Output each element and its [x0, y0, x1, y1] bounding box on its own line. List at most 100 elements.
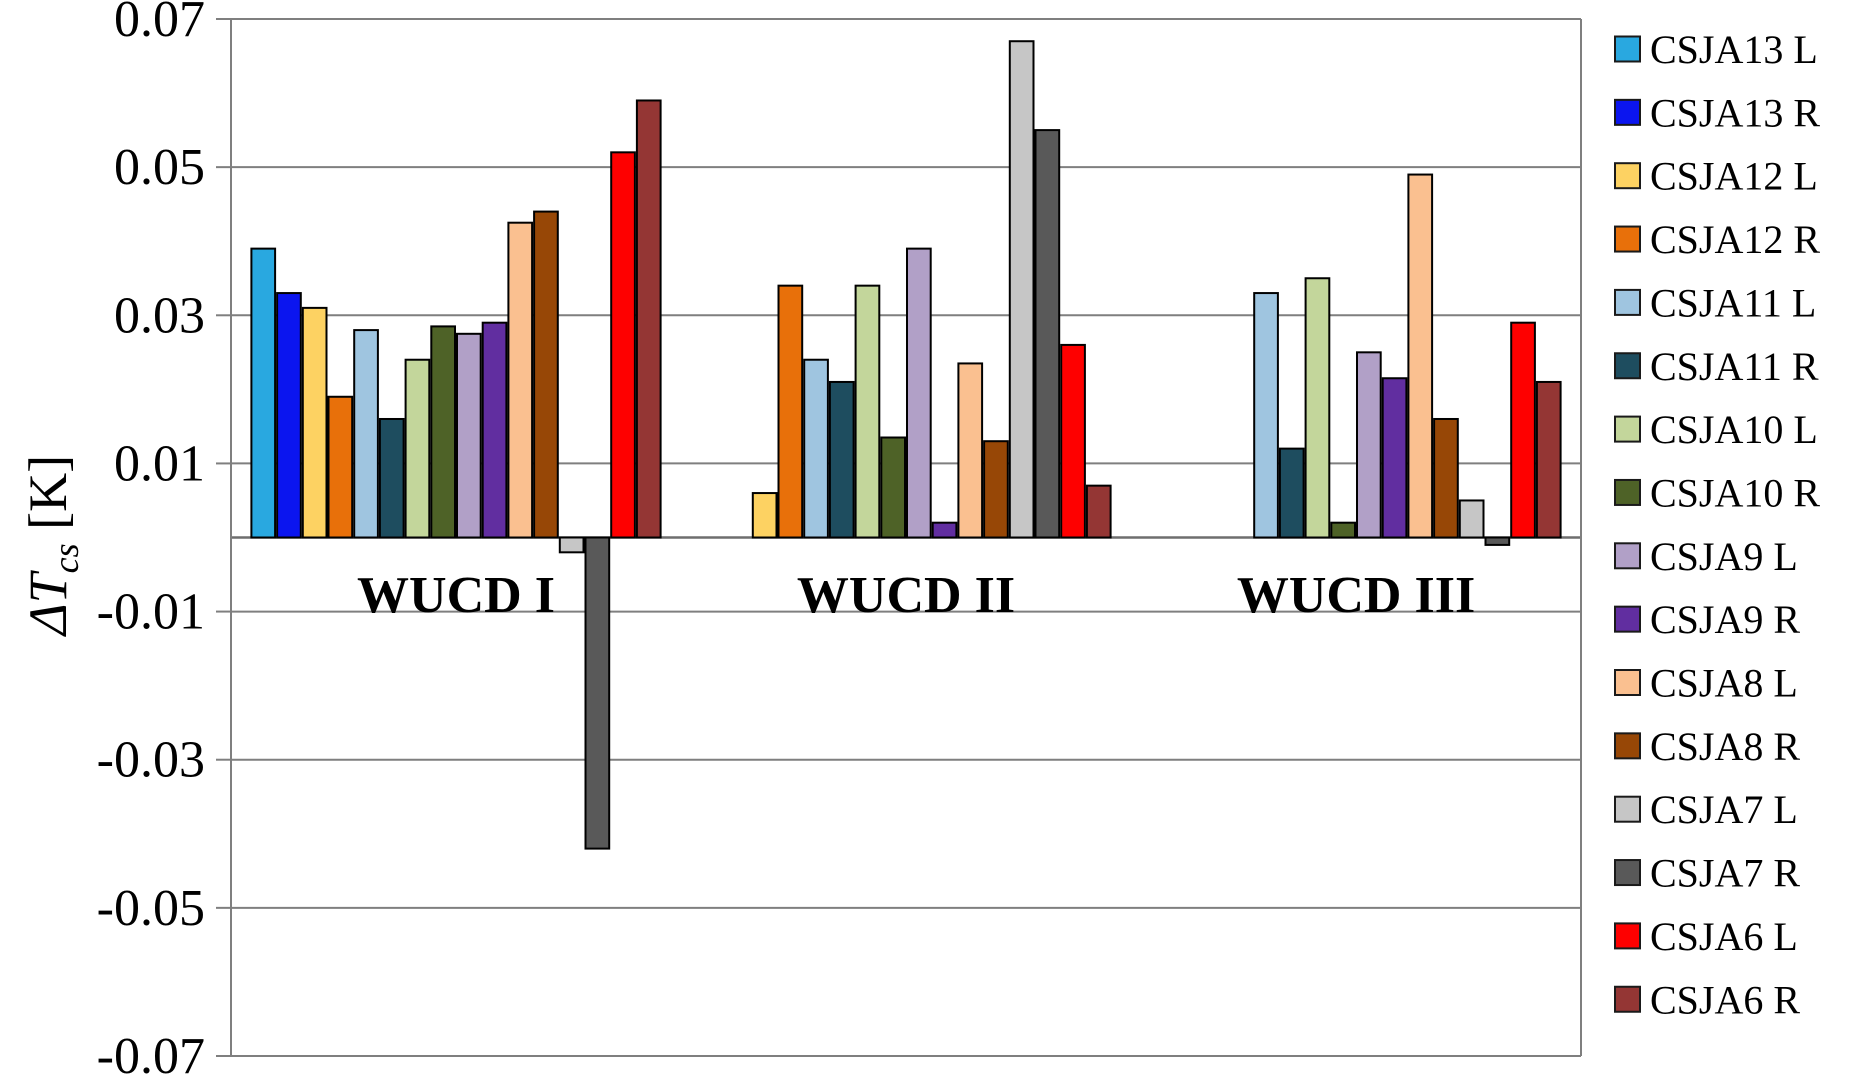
- legend-swatch-CSJA7-R: [1614, 859, 1641, 887]
- y-tick-label: -0.01: [97, 584, 205, 641]
- legend-item: CSJA10 R: [1614, 470, 1820, 515]
- bar-CSJA6-R-WUCD-III: [1535, 380, 1562, 539]
- bar-CSJA6-L-WUCD-II: [1060, 343, 1086, 539]
- legend-swatch-CSJA11-R: [1614, 352, 1641, 380]
- legend-item: CSJA11 L: [1614, 280, 1816, 325]
- legend-item: CSJA6 L: [1614, 914, 1798, 959]
- bar-CSJA7-L-WUCD-II: [1008, 40, 1035, 539]
- bar-CSJA11-R-WUCD-II: [828, 380, 855, 539]
- y-tick-label: 0.05: [114, 139, 205, 196]
- y-tick-label: 0.07: [114, 0, 205, 48]
- bar-CSJA7-R-WUCD-I: [584, 536, 611, 850]
- legend-label: CSJA8 L: [1650, 661, 1798, 706]
- bar-CSJA11-L-WUCD-I: [353, 329, 379, 539]
- legend-swatch-CSJA10-R: [1614, 478, 1641, 506]
- bar-CSJA12-R-WUCD-I: [327, 395, 354, 539]
- legend-label: CSJA10 L: [1650, 407, 1818, 452]
- legend-swatch-CSJA12-L: [1614, 162, 1641, 190]
- bar-CSJA12-R-WUCD-II: [777, 284, 804, 539]
- legend-label: CSJA10 R: [1650, 470, 1820, 515]
- legend-swatch-CSJA10-L: [1614, 415, 1641, 443]
- y-tick-label: -0.03: [97, 732, 205, 789]
- legend-item: CSJA6 R: [1614, 977, 1800, 1022]
- bar-CSJA8-R-WUCD-III: [1433, 417, 1459, 539]
- category-label-WUCD-III: WUCD III: [1237, 567, 1475, 624]
- legend-item: CSJA7 R: [1614, 851, 1800, 896]
- legend-label: CSJA9 L: [1650, 534, 1798, 579]
- legend-swatch-CSJA8-R: [1614, 732, 1641, 760]
- bar-CSJA8-R-WUCD-I: [533, 210, 559, 539]
- legend-item: CSJA11 R: [1614, 344, 1819, 389]
- legend-label: CSJA6 L: [1650, 914, 1798, 959]
- bar-CSJA6-R-WUCD-II: [1085, 484, 1112, 539]
- bar-CSJA7-L-WUCD-III: [1458, 499, 1485, 539]
- legend-item: CSJA8 R: [1614, 724, 1800, 769]
- legend-item: CSJA9 R: [1614, 597, 1800, 642]
- bar-CSJA9-L-WUCD-I: [456, 332, 482, 539]
- legend-item: CSJA13 L: [1614, 27, 1818, 72]
- y-tick-label: -0.05: [97, 880, 205, 937]
- bar-CSJA9-L-WUCD-III: [1356, 351, 1382, 539]
- bar-CSJA12-L-WUCD-II: [751, 492, 778, 539]
- bar-CSJA12-L-WUCD-I: [301, 306, 328, 539]
- bar-CSJA13-L-WUCD-I: [250, 247, 277, 539]
- bar-CSJA6-L-WUCD-III: [1510, 321, 1536, 539]
- bar-CSJA6-R-WUCD-I: [635, 99, 662, 539]
- bar-CSJA10-L-WUCD-III: [1304, 277, 1331, 539]
- bar-CSJA11-R-WUCD-III: [1278, 447, 1305, 539]
- legend-swatch-CSJA12-R: [1614, 225, 1641, 253]
- bar-CSJA10-R-WUCD-II: [880, 436, 906, 539]
- legend-label: CSJA9 R: [1650, 597, 1800, 642]
- bar-CSJA7-R-WUCD-II: [1034, 129, 1061, 539]
- category-label-WUCD-I: WUCD I: [357, 567, 555, 624]
- bar-CSJA10-R-WUCD-III: [1330, 521, 1357, 539]
- legend-label: CSJA11 R: [1650, 344, 1819, 389]
- bar-CSJA11-R-WUCD-I: [378, 417, 405, 539]
- bar-CSJA8-R-WUCD-II: [983, 440, 1009, 539]
- bar-CSJA8-L-WUCD-I: [507, 221, 534, 539]
- legend-swatch-CSJA7-L: [1614, 795, 1641, 823]
- bar-CSJA7-R-WUCD-III: [1484, 536, 1511, 546]
- legend-swatch-CSJA13-L: [1614, 35, 1641, 63]
- legend-item: CSJA13 R: [1614, 90, 1820, 135]
- legend-label: CSJA13 L: [1650, 27, 1818, 72]
- legend-label: CSJA7 L: [1650, 787, 1798, 832]
- legend-item: CSJA12 R: [1614, 217, 1820, 262]
- bar-CSJA8-L-WUCD-III: [1407, 173, 1434, 539]
- legend-item: CSJA9 L: [1614, 534, 1798, 579]
- legend-label: CSJA8 R: [1650, 724, 1800, 769]
- bar-CSJA11-L-WUCD-II: [803, 358, 829, 539]
- bar-CSJA13-R-WUCD-I: [276, 292, 302, 539]
- bar-CSJA10-R-WUCD-I: [430, 325, 456, 539]
- legend-item: CSJA8 L: [1614, 661, 1798, 706]
- bar-CSJA11-L-WUCD-III: [1253, 292, 1279, 539]
- legend-swatch-CSJA11-L: [1614, 288, 1641, 316]
- bar-CSJA7-L-WUCD-I: [558, 536, 585, 554]
- y-tick-label: -0.07: [97, 1028, 205, 1075]
- y-tick-label: 0.03: [114, 287, 205, 344]
- bar-CSJA9-R-WUCD-III: [1381, 377, 1408, 539]
- legend-swatch-CSJA6-L: [1614, 922, 1641, 950]
- legend-swatch-CSJA9-R: [1614, 605, 1641, 633]
- legend-label: CSJA6 R: [1650, 977, 1800, 1022]
- legend-label: CSJA11 L: [1650, 280, 1816, 325]
- bar-CSJA6-L-WUCD-I: [610, 151, 636, 539]
- bar-CSJA9-L-WUCD-II: [906, 247, 932, 539]
- category-label-WUCD-II: WUCD II: [797, 567, 1015, 624]
- legend-item: CSJA7 L: [1614, 787, 1798, 832]
- y-tick-label: 0.01: [114, 435, 205, 492]
- bar-CSJA8-L-WUCD-II: [957, 362, 984, 539]
- legend-label: CSJA12 R: [1650, 217, 1820, 262]
- legend-label: CSJA7 R: [1650, 851, 1800, 896]
- bar-CSJA10-L-WUCD-I: [404, 358, 431, 539]
- bar-CSJA10-L-WUCD-II: [854, 284, 881, 539]
- legend-swatch-CSJA8-L: [1614, 669, 1641, 696]
- legend-swatch-CSJA9-L: [1614, 542, 1641, 570]
- legend-item: CSJA10 L: [1614, 407, 1818, 452]
- legend-swatch-CSJA13-R: [1614, 98, 1641, 126]
- bar-CSJA9-R-WUCD-II: [931, 521, 958, 539]
- legend-item: CSJA12 L: [1614, 154, 1818, 199]
- legend-label: CSJA12 L: [1650, 154, 1818, 199]
